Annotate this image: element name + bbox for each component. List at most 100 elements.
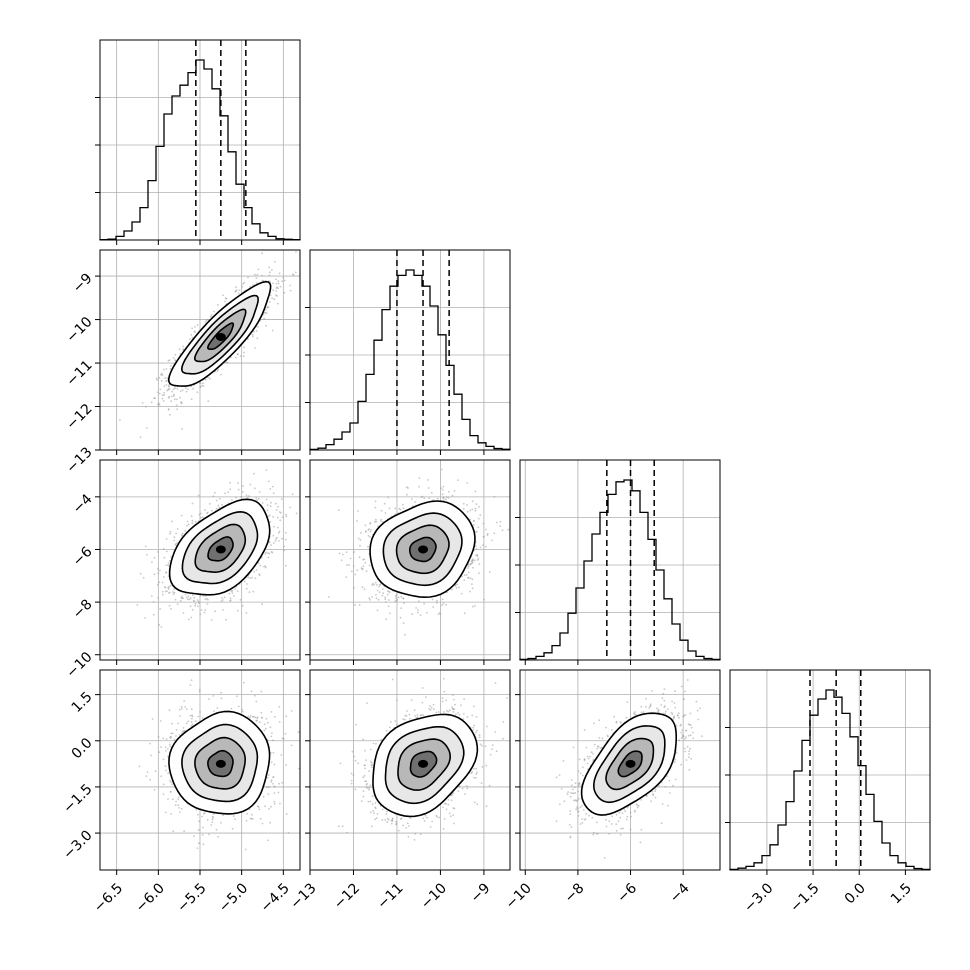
sample-point [240, 495, 243, 498]
hist-step-1 [309, 269, 511, 451]
sample-point [167, 564, 170, 567]
sample-point [200, 609, 203, 611]
sample-point [199, 516, 202, 519]
sample-point [279, 285, 282, 288]
sample-point [181, 389, 184, 391]
sample-point [168, 559, 171, 562]
sample-point [141, 402, 144, 404]
sample-point [272, 515, 274, 518]
sample-point [139, 436, 142, 439]
sample-point [223, 596, 226, 599]
sample-point [477, 517, 480, 520]
scatter-panel-2-0 [95, 459, 301, 665]
sample-point [157, 572, 160, 575]
sample-point [229, 599, 232, 602]
sample-point [369, 598, 371, 601]
sample-point [251, 333, 254, 336]
sample-point [167, 408, 170, 411]
hist-step-3 [729, 689, 931, 871]
sample-point [368, 597, 371, 600]
sample-point [217, 368, 220, 371]
panel-frame [729, 669, 931, 871]
sample-point [234, 290, 237, 293]
sample-point [190, 616, 193, 619]
sample-point [451, 494, 454, 497]
sample-point [346, 564, 348, 566]
sample-point [430, 491, 433, 494]
sample-point [269, 505, 272, 508]
sample-point [474, 605, 476, 607]
sample-point [185, 390, 188, 393]
sample-point [213, 310, 215, 313]
sample-point [179, 599, 182, 602]
sample-point [261, 252, 264, 255]
sample-point [277, 302, 279, 305]
contour-line [181, 510, 259, 585]
sample-point [201, 384, 203, 387]
sample-point [414, 501, 416, 503]
sample-point [167, 397, 170, 399]
sample-point [384, 601, 387, 603]
hist-panel-3 [725, 669, 931, 875]
sample-point [281, 280, 284, 283]
sample-point [173, 398, 176, 401]
sample-point [462, 507, 465, 510]
sample-point [191, 522, 194, 524]
sample-point [272, 542, 275, 544]
sample-point [271, 297, 273, 300]
sample-point [192, 599, 195, 602]
sample-point [265, 312, 268, 314]
sample-point [174, 353, 177, 356]
sample-point [361, 567, 364, 570]
sample-point [285, 531, 287, 534]
sample-point [190, 515, 193, 518]
sample-point [467, 567, 469, 569]
sample-point [371, 584, 373, 586]
sample-point [176, 408, 179, 411]
sample-point [204, 609, 206, 611]
sample-point [432, 606, 434, 608]
sample-point [161, 374, 164, 377]
sample-point [179, 390, 182, 393]
sample-point [465, 574, 468, 576]
sample-point [168, 388, 171, 390]
sample-point [152, 613, 155, 616]
sample-point [289, 284, 292, 287]
sample-point [194, 520, 197, 523]
sample-point [136, 604, 139, 606]
sample-point [442, 485, 445, 488]
sample-point [165, 368, 168, 370]
sample-point [224, 300, 226, 303]
sample-point [471, 583, 473, 585]
sample-point [472, 524, 475, 526]
sample-point [235, 289, 238, 291]
sample-point [180, 514, 183, 517]
sample-point [169, 530, 172, 533]
sample-point [466, 482, 469, 484]
sample-point [191, 519, 194, 522]
sample-point [145, 405, 147, 408]
sample-point [251, 576, 254, 579]
sample-point [170, 400, 173, 403]
sample-point [206, 512, 208, 514]
sample-point [253, 472, 255, 475]
sample-point [161, 581, 164, 584]
sample-point [477, 526, 480, 529]
sample-point [269, 294, 272, 296]
sample-point [364, 531, 367, 533]
sample-point [266, 509, 269, 512]
sample-point [423, 497, 426, 499]
sample-point [427, 487, 430, 489]
panel-frame [309, 249, 511, 451]
sample-point [158, 376, 161, 379]
sample-point [277, 280, 280, 283]
sample-point [275, 278, 277, 281]
sample-point [383, 502, 386, 505]
sample-point [423, 602, 425, 605]
sample-point [252, 335, 254, 338]
sample-point [263, 565, 265, 568]
sample-point [373, 583, 375, 586]
contour-line [168, 498, 271, 596]
sample-point [273, 260, 276, 263]
